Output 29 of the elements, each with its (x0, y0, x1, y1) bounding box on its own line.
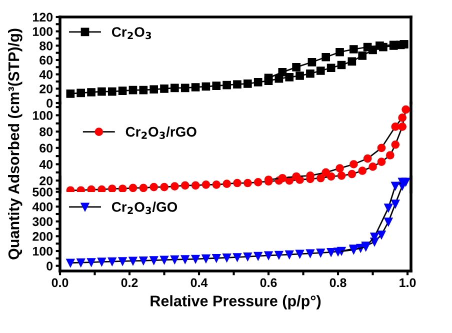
y-tick-label: 100 (32, 246, 53, 256)
y-tick-label: 100 (32, 111, 53, 120)
y-tick-label: 0 (46, 262, 53, 270)
y-tick-label: 60 (40, 144, 53, 153)
y-tick-label: 300 (32, 217, 53, 226)
x-tick-label: 0.2 (121, 278, 138, 288)
y-tick-label: 80 (40, 127, 53, 136)
x-tick-label: 0.8 (330, 278, 346, 288)
legend-label: Cr$_{2}$O$_{3}$/rGO (126, 126, 196, 140)
y-tick-label: 20 (40, 176, 53, 186)
y-tick-label: 500 (32, 188, 53, 196)
y-tick-label: 60 (40, 56, 53, 65)
y-axis-title: Quantity Adsorbed (cm³(STP)/g) (8, 28, 22, 260)
y-tick-label: 0 (46, 98, 53, 108)
y-tick-label: 200 (32, 232, 53, 241)
x-tick-label: 0.6 (260, 278, 277, 288)
y-tick-label: 100 (32, 27, 53, 36)
y-tick-label: 40 (39, 160, 53, 169)
x-tick-label: 1.0 (400, 278, 416, 288)
x-tick-label: 0.0 (52, 278, 68, 288)
y-tick-label: 80 (40, 41, 53, 50)
y-tick-label: 400 (32, 202, 53, 212)
x-axis-title: Relative Pressure (p/p°) (150, 295, 321, 310)
y-tick-label: 40 (39, 70, 53, 79)
legend-label: Cr$_{2}$O$_{3}$ (112, 27, 152, 40)
y-tick-label: 120 (32, 12, 53, 22)
legend-label: Cr$_{2}$O$_{3}$/GO (112, 202, 178, 214)
y-tick-label: 20 (40, 84, 53, 94)
x-tick-label: 0.4 (190, 278, 208, 288)
